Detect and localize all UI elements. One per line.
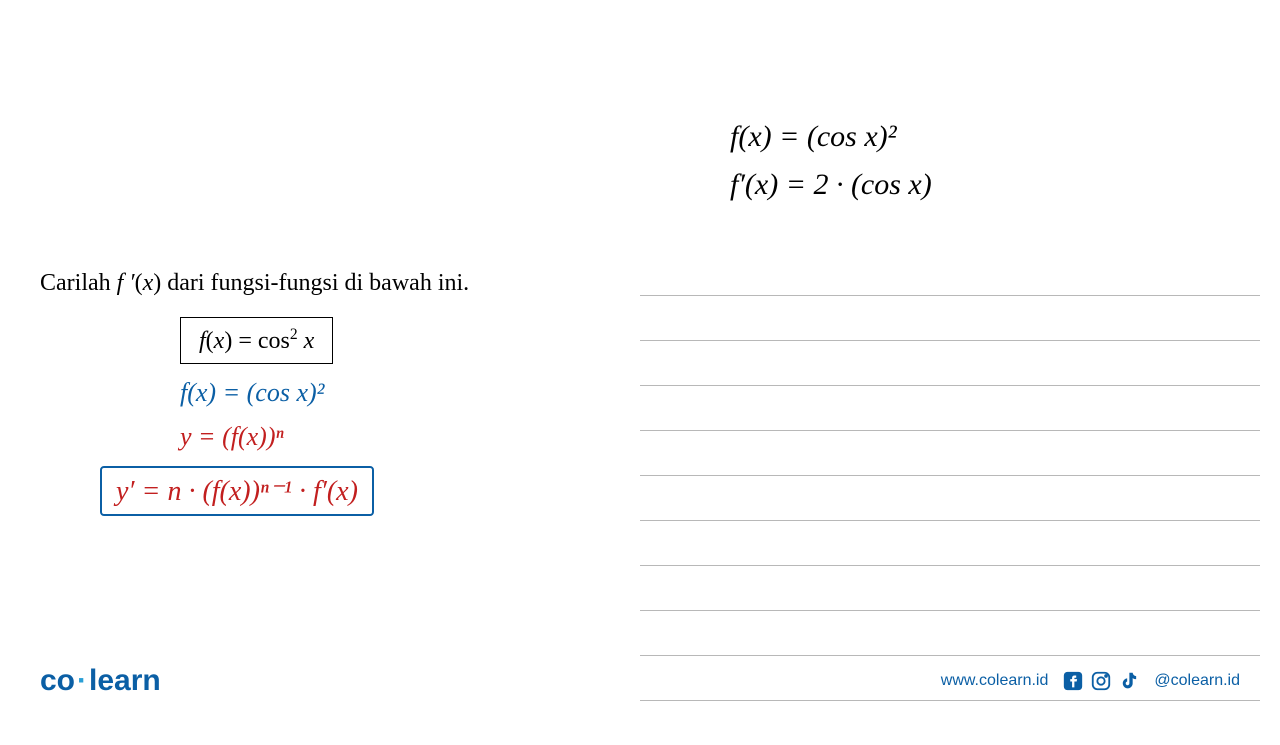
boxed-derivative-formula: y′ = n · (f(x))ⁿ⁻¹ · f′(x): [100, 466, 374, 516]
right-handwriting-line-1: f(x) = (cos x)²: [730, 120, 1260, 154]
footer-right: www.colearn.id @colearn.id: [941, 670, 1240, 692]
boxed-function: f(x) = cos2 x: [180, 317, 333, 364]
facebook-icon: [1062, 670, 1084, 692]
logo-learn: learn: [89, 664, 161, 697]
footer: co·learn www.colearn.id @colearn.id: [0, 664, 1280, 698]
colearn-logo: co·learn: [40, 664, 161, 698]
instagram-icon: [1090, 670, 1112, 692]
handwriting-line-1: f(x) = (cos x)²: [180, 378, 600, 408]
footer-url: www.colearn.id: [941, 672, 1049, 690]
social-icons: [1062, 670, 1140, 692]
right-handwriting-line-2: f′(x) = 2 · (cos x): [730, 168, 1260, 202]
right-handwriting-block: f(x) = (cos x)² f′(x) = 2 · (cos x): [640, 120, 1260, 202]
left-column: Carilah f ′(x) dari fungsi-fungsi di baw…: [40, 270, 600, 516]
footer-handle: @colearn.id: [1154, 672, 1240, 690]
question-prompt: Carilah f ′(x) dari fungsi-fungsi di baw…: [40, 270, 600, 297]
handwriting-line-2: y = (f(x))ⁿ: [180, 422, 600, 452]
right-column: f(x) = (cos x)² f′(x) = 2 · (cos x): [640, 120, 1260, 216]
logo-co: co: [40, 664, 75, 697]
logo-dot-icon: ·: [77, 664, 87, 697]
tiktok-icon: [1118, 670, 1140, 692]
